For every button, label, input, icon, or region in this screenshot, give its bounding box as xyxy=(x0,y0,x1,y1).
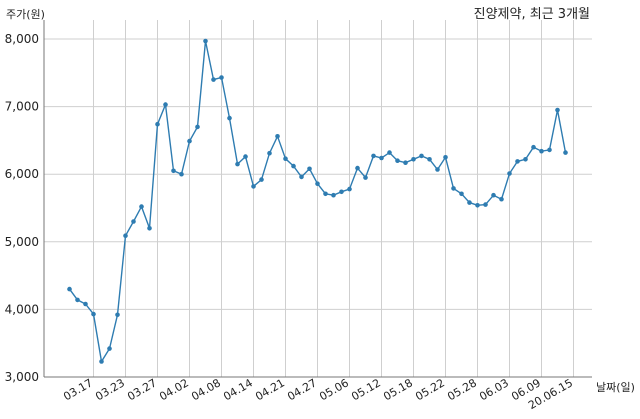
data-point xyxy=(235,161,240,167)
data-point xyxy=(227,115,232,121)
data-point xyxy=(251,184,256,189)
x-tick-label: 05.28 xyxy=(445,376,479,403)
x-tick-labels: 03.1703.2303.2704.0204.0804.1404.2104.27… xyxy=(61,376,575,412)
data-point xyxy=(515,159,520,164)
x-tick-label: 05.12 xyxy=(349,376,383,403)
gridlines xyxy=(44,20,592,378)
x-tick-label: 06.03 xyxy=(477,376,511,403)
y-tick-label: 7,000 xyxy=(5,100,39,114)
y-tick-label: 6,000 xyxy=(5,167,39,181)
data-point xyxy=(347,186,352,192)
y-tick-labels: 3,000 4,000 5,000 6,000 7,000 8,000 xyxy=(5,32,39,384)
price-points xyxy=(67,38,568,364)
data-point xyxy=(451,186,456,191)
data-point xyxy=(139,204,144,209)
data-point xyxy=(555,107,560,113)
data-point xyxy=(427,157,432,162)
data-point xyxy=(531,144,536,150)
data-point xyxy=(203,38,208,44)
data-point xyxy=(211,77,216,82)
data-point xyxy=(243,154,248,159)
data-point xyxy=(91,311,96,317)
chart-title: 진양제약, 최근 3개월 xyxy=(474,7,590,22)
data-point xyxy=(315,181,320,186)
data-point xyxy=(435,167,440,172)
axes xyxy=(43,20,592,378)
data-point xyxy=(547,147,552,153)
data-point xyxy=(115,312,120,318)
y-tick-label: 8,000 xyxy=(5,32,39,46)
data-point xyxy=(187,138,192,144)
data-point xyxy=(195,124,200,130)
data-point xyxy=(395,158,400,163)
data-point xyxy=(107,346,112,351)
data-point xyxy=(563,150,568,155)
data-point xyxy=(499,196,504,202)
data-point xyxy=(155,121,160,127)
data-point xyxy=(491,192,496,198)
x-axis-label: 날짜(일) xyxy=(596,380,635,394)
data-point xyxy=(483,202,488,207)
data-point xyxy=(539,148,544,154)
data-point xyxy=(411,157,416,162)
data-point xyxy=(323,191,328,197)
data-point xyxy=(467,200,472,205)
x-tick-label: 04.02 xyxy=(157,376,191,403)
data-point xyxy=(147,226,152,231)
x-tick-label: 04.21 xyxy=(253,376,287,403)
data-point xyxy=(123,233,128,238)
y-axis-label: 주가(원) xyxy=(6,8,45,21)
data-point xyxy=(459,191,464,197)
data-point xyxy=(283,156,288,161)
y-tick-label: 5,000 xyxy=(5,235,39,249)
x-tick-label: 05.22 xyxy=(413,376,447,403)
data-point xyxy=(75,297,80,303)
data-point xyxy=(179,171,184,177)
y-tick-label: 3,000 xyxy=(5,370,39,384)
data-point xyxy=(171,168,176,174)
data-point xyxy=(443,155,448,160)
x-tick-label: 03.27 xyxy=(125,376,159,403)
x-tick-label: 04.14 xyxy=(221,376,255,403)
data-point xyxy=(507,171,512,176)
data-point xyxy=(339,189,344,195)
data-point xyxy=(131,219,136,224)
data-point xyxy=(67,286,72,292)
data-point xyxy=(379,155,384,161)
y-tick-label: 4,000 xyxy=(5,302,39,316)
x-tick-label: 03.23 xyxy=(93,376,127,403)
x-tick-label: 05.18 xyxy=(381,376,415,403)
data-point xyxy=(355,165,360,171)
data-point xyxy=(163,102,168,107)
data-point xyxy=(387,150,392,155)
data-point xyxy=(371,153,376,159)
data-point xyxy=(267,150,272,156)
data-point xyxy=(219,75,224,80)
data-point xyxy=(83,301,88,307)
data-point xyxy=(475,203,480,208)
x-tick-label: 05.06 xyxy=(317,376,351,403)
x-tick-label: 04.27 xyxy=(285,376,319,403)
data-point xyxy=(363,175,368,180)
data-point xyxy=(291,163,296,169)
data-point xyxy=(99,359,104,364)
data-point xyxy=(523,157,528,162)
data-point xyxy=(331,192,336,198)
data-point xyxy=(419,153,424,159)
data-point xyxy=(307,166,312,172)
x-tick-label: 03.17 xyxy=(61,376,95,403)
data-point xyxy=(299,174,304,180)
data-point xyxy=(403,160,408,165)
data-point xyxy=(275,134,280,139)
x-tick-label: 04.08 xyxy=(189,376,223,403)
data-point xyxy=(259,177,264,182)
